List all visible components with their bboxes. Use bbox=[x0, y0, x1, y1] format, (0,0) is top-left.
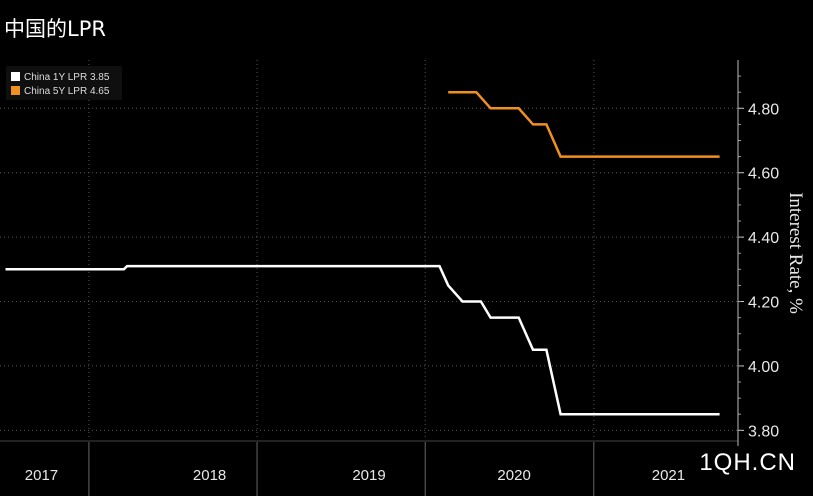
y-tick-label: 4.80 bbox=[748, 101, 779, 118]
x-tick-label: 2017 bbox=[25, 467, 58, 484]
series-line-1y-lpr bbox=[5, 264, 720, 416]
legend-entry: China 5Y LPR 4.65 bbox=[24, 86, 110, 97]
x-axis: 2017 2018 2019 2020 2021 bbox=[0, 440, 738, 496]
x-tick-label: 2021 bbox=[652, 467, 685, 484]
chart-legend: China 1Y LPR 3.85 China 5Y LPR 4.65 bbox=[6, 66, 122, 100]
legend-box bbox=[6, 66, 122, 100]
chart-series bbox=[5, 90, 720, 416]
y-axis: 3.80 4.00 4.20 4.40 4.60 4.80 bbox=[737, 60, 779, 446]
y-tick-label: 4.60 bbox=[748, 166, 779, 183]
y-tick-label: 4.20 bbox=[748, 295, 779, 312]
series-line-5y-lpr bbox=[448, 90, 720, 158]
watermark: 1QH.CN bbox=[699, 449, 796, 476]
x-tick-label: 2020 bbox=[497, 467, 530, 484]
y-tick-label: 3.80 bbox=[748, 423, 779, 440]
legend-swatch bbox=[11, 86, 20, 95]
y-tick-label: 4.00 bbox=[748, 359, 779, 376]
chart-grid bbox=[0, 60, 738, 440]
y-tick-label: 4.40 bbox=[748, 230, 779, 247]
legend-swatch bbox=[11, 72, 20, 81]
chart-title: 中国的LPR bbox=[4, 17, 106, 41]
x-tick-label: 2018 bbox=[193, 467, 226, 484]
y-axis-label: Interest Rate, % bbox=[785, 192, 806, 314]
legend-entry: China 1Y LPR 3.85 bbox=[24, 72, 110, 83]
x-tick-label: 2019 bbox=[352, 467, 385, 484]
